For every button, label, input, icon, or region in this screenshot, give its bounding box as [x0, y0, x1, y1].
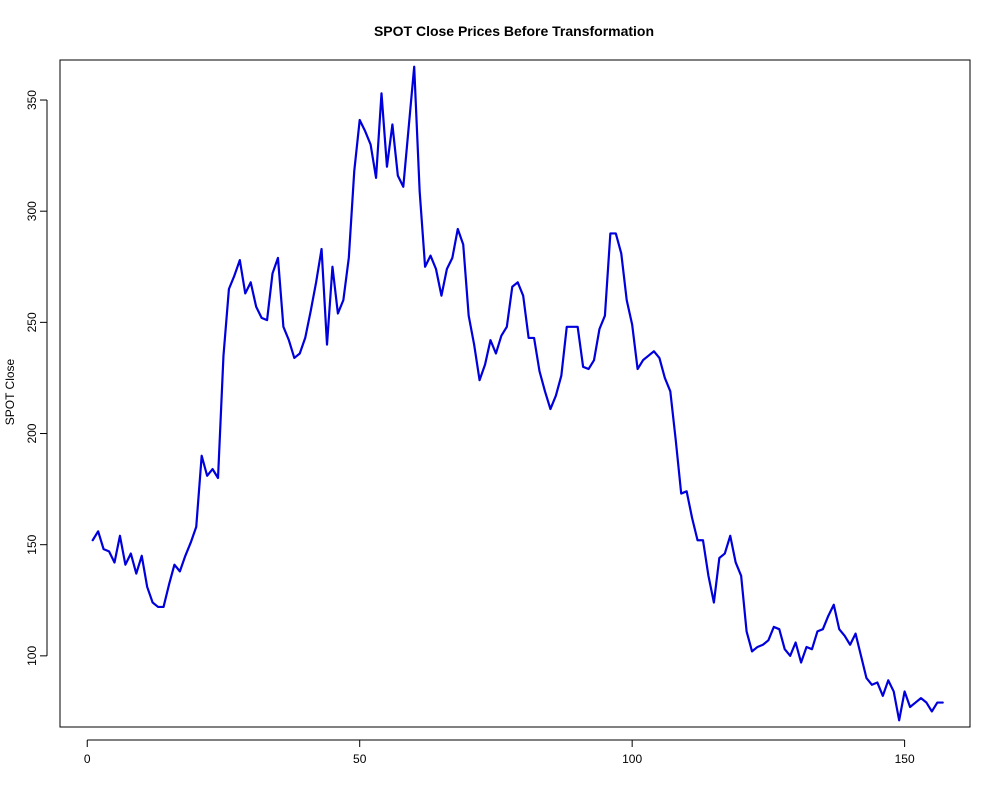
y-axis: 100 150 200 250 300 350	[25, 90, 48, 666]
y-axis-label: SPOT Close	[3, 358, 17, 425]
y-tick-label: 150	[25, 534, 39, 554]
y-tick-label: 250	[25, 312, 39, 332]
series-line	[91, 65, 944, 722]
x-axis: 0 50 100 150	[84, 739, 915, 766]
y-tick-label: 200	[25, 423, 39, 443]
chart-title: SPOT Close Prices Before Transformation	[374, 23, 654, 39]
plot-area-frame	[59, 59, 971, 728]
y-tick-label: 100	[25, 646, 39, 666]
x-tick-label: 100	[622, 752, 642, 766]
y-tick-label: 350	[25, 90, 39, 110]
x-tick-label: 0	[84, 752, 91, 766]
y-tick-label: 300	[25, 201, 39, 221]
x-tick-label: 150	[895, 752, 915, 766]
x-tick-label: 50	[353, 752, 367, 766]
